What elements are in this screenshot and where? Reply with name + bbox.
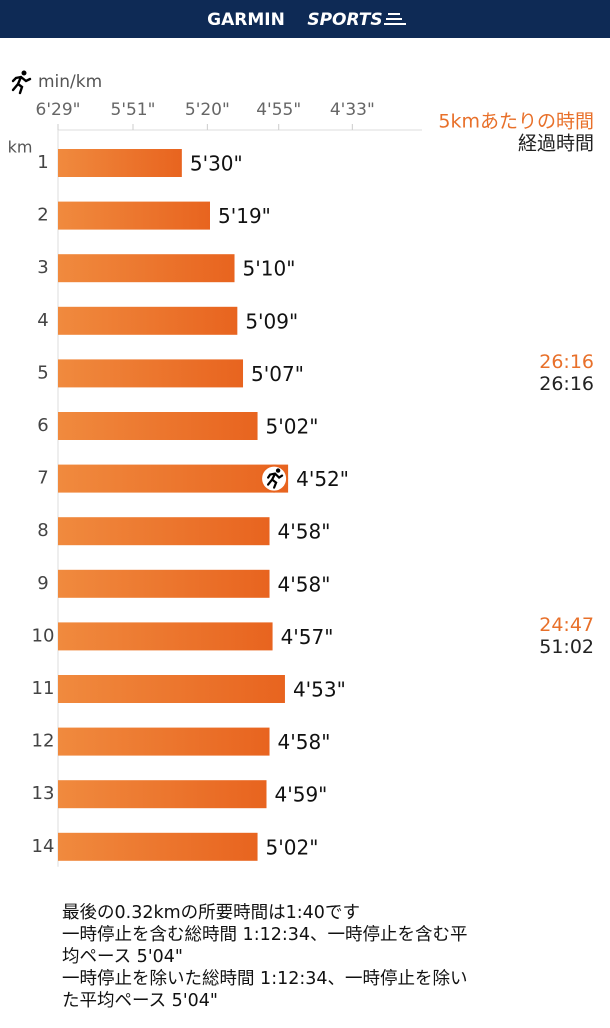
value-label: 4'52"	[296, 467, 349, 491]
y-tick-label: 5	[37, 362, 48, 383]
bar	[58, 727, 270, 756]
value-label: 5'09"	[245, 309, 298, 333]
fastest-marker-runner	[267, 472, 284, 489]
bar	[58, 675, 285, 703]
bar	[58, 201, 211, 230]
bar	[58, 359, 244, 388]
bar	[58, 517, 270, 546]
note: 一時停止を除いた総時間 1:12:34、一時停止を除い	[62, 969, 468, 989]
split-segment: 26:16	[539, 351, 594, 373]
bar	[58, 622, 273, 651]
note: 一時停止を含む総時間 1:12:34、一時停止を含む平	[62, 925, 468, 945]
y-tick-label: 6	[37, 415, 48, 436]
note: 均ペース 5'04"	[62, 947, 183, 967]
bar	[58, 306, 238, 335]
y-tick-label: 8	[37, 520, 48, 541]
bar	[58, 569, 270, 598]
elapsed-title: 経過時間	[518, 133, 594, 155]
note: た平均ペース 5'04"	[62, 991, 218, 1011]
value-label: 5'02"	[266, 835, 319, 859]
value-label: 4'57"	[281, 625, 334, 649]
y-tick-label: 13	[32, 783, 55, 804]
x-tick-label: 4'55"	[256, 100, 301, 120]
y-tick-label: 1	[37, 152, 48, 173]
fastest-marker	[260, 464, 289, 493]
value-label: 4'58"	[278, 520, 331, 544]
header-bar	[0, 0, 610, 38]
bar	[58, 464, 289, 493]
x-tick-label: 5'51"	[111, 100, 156, 120]
value-label: 4'58"	[278, 572, 331, 596]
note: 最後の0.32kmの所要時間は1:40です	[62, 903, 360, 923]
value-label: 4'59"	[275, 783, 328, 807]
split-title: 5kmあたりの時間	[438, 111, 594, 133]
split-elapsed: 51:02	[539, 636, 594, 658]
bar	[58, 254, 235, 283]
y-tick-label: 4	[37, 310, 48, 331]
bar	[58, 780, 267, 809]
y-tick-label: 9	[37, 573, 48, 594]
header-stripes	[384, 13, 406, 25]
x-tick-label: 5'20"	[185, 100, 230, 120]
runner-icon	[11, 70, 32, 95]
brand: GARMIN	[207, 10, 285, 30]
y-tick-label: 12	[32, 731, 55, 752]
category-axis-label: km	[8, 138, 33, 157]
split-segment: 24:47	[539, 614, 594, 636]
value-label: 5'02"	[266, 415, 319, 439]
value-label: 5'19"	[218, 204, 271, 228]
bar	[58, 149, 182, 177]
product: SPORTS	[307, 10, 382, 30]
split-elapsed: 26:16	[539, 373, 594, 395]
unit-label: min/km	[38, 72, 102, 92]
y-tick-label: 7	[37, 468, 48, 489]
y-tick-label: 14	[32, 836, 55, 857]
bar	[58, 412, 258, 440]
y-tick-label: 10	[32, 625, 55, 646]
value-label: 4'58"	[278, 730, 331, 754]
value-label: 5'07"	[251, 362, 304, 386]
y-tick-label: 2	[37, 205, 48, 226]
y-tick-label: 11	[32, 678, 55, 699]
value-label: 5'10"	[243, 257, 296, 281]
value-label: 4'53"	[293, 678, 346, 702]
fastest-marker-head	[275, 468, 281, 473]
x-tick-label: 4'33"	[330, 100, 375, 120]
x-tick-label: 6'29"	[36, 100, 81, 120]
value-label: 5'30"	[190, 152, 243, 176]
y-tick-label: 3	[37, 257, 48, 278]
bar	[58, 832, 258, 861]
